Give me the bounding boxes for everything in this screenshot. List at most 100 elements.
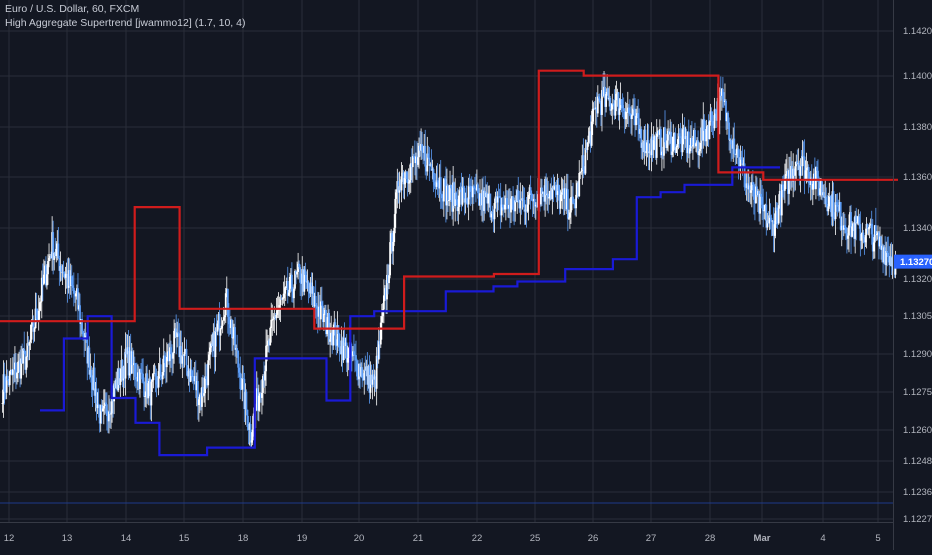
candle [91,375,94,407]
candle-body [659,129,662,156]
candle [257,384,260,422]
candle-body [370,375,373,385]
candle [602,73,604,97]
candle-body [54,253,57,257]
candle [430,149,433,171]
candle [120,345,123,382]
candle-body [776,210,779,224]
candle [41,263,44,302]
candle-body [857,216,860,223]
candle-body [70,276,73,286]
candle-body [795,161,798,167]
candle [425,165,428,180]
candle-body [837,206,840,212]
candle [469,178,472,206]
candle [165,342,168,383]
candle [319,287,322,328]
candle-body [247,426,250,431]
candle-body [714,109,717,114]
candle [712,115,715,139]
candle [313,292,316,311]
candle [73,290,76,303]
candle [857,209,860,226]
candle-body [667,130,670,141]
indicator-legend[interactable]: High Aggregate Supertrend [jwammo12] (1.… [5,17,246,29]
candle-body [270,319,273,328]
candle-body [541,187,543,194]
candle-body [67,270,70,288]
candle [115,371,118,389]
candle [848,214,850,253]
candle-body [14,362,16,370]
candle [747,169,750,203]
candle-body [579,172,582,174]
candle [390,228,393,254]
candle-body [859,224,862,241]
candle [547,180,550,214]
candle [432,167,435,193]
candle-body [526,204,529,212]
candle-body [616,92,619,94]
candle-body [479,193,481,206]
candle [295,270,297,285]
candle-body [318,306,321,320]
candle-body [415,156,417,164]
candle [420,128,422,160]
candle-body [637,113,640,125]
candle [339,346,342,355]
candle [184,348,187,355]
candle [578,160,581,198]
candle-body [700,127,703,149]
candle-body [244,391,247,410]
candle [54,237,57,259]
candle [485,184,488,198]
candle-body [148,378,151,384]
candle-body [682,127,685,130]
candle [773,213,776,253]
candle-body [82,331,85,337]
candle-body [117,368,120,391]
candle-body [146,373,149,399]
candle [557,178,560,201]
candle-body [545,178,548,196]
candle-body [628,113,631,115]
candle-body [245,391,248,410]
candle [259,380,262,403]
candle [757,188,759,212]
candle-body [820,181,822,189]
candle [776,202,779,229]
candle [6,369,9,381]
candle [170,340,172,368]
candle-body [266,345,268,347]
candle-body [640,128,643,148]
candle [300,273,303,300]
chart-title[interactable]: Euro / U.S. Dollar, 60, FXCM [5,3,140,15]
candle [156,375,159,389]
candle-body [434,185,437,187]
candle [575,180,578,217]
candle [636,105,639,119]
candle [376,340,379,369]
candle-body [769,215,772,218]
candle [760,180,763,209]
candle [231,318,233,351]
candle-body [658,129,661,135]
candle-body [484,191,487,197]
candle [448,185,450,207]
candle [634,98,636,137]
candle-body [861,232,864,235]
candle-body [57,243,60,259]
candle-body [123,366,126,379]
candle-body [121,360,124,381]
candle-body [369,375,372,393]
candle-body [98,404,101,424]
candle [245,389,248,416]
candle-body [143,381,146,397]
candle-body [397,181,400,193]
candle-body [61,272,64,274]
candle [213,317,216,374]
candle [233,323,235,346]
candle [45,256,47,288]
